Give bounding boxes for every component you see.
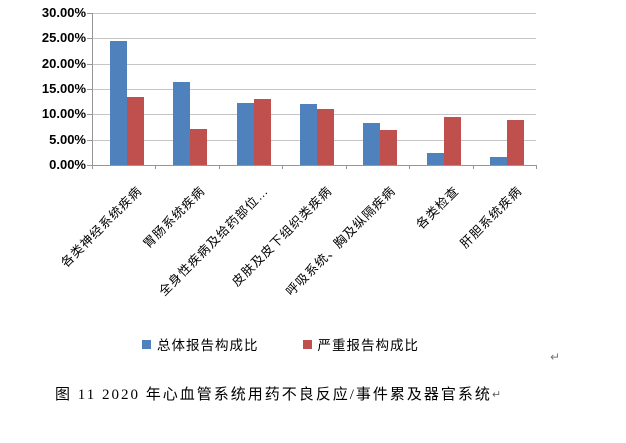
bar-serious — [126, 96, 144, 165]
category-label: 呼吸系统、胸及纵隔疾病 — [283, 183, 399, 299]
bar-serious — [507, 119, 525, 165]
legend-label: 严重报告构成比 — [317, 338, 419, 353]
y-axis-tick-label: 15.00% — [41, 81, 86, 96]
x-axis-tick — [473, 165, 474, 169]
gridline — [92, 89, 536, 90]
x-axis-tick — [409, 165, 410, 169]
y-axis-tick-label: 25.00% — [41, 30, 86, 45]
y-axis-tick — [87, 165, 92, 166]
bar-total — [236, 103, 254, 165]
y-axis-tick-label: 30.00% — [41, 5, 86, 20]
x-axis-tick — [536, 165, 537, 169]
gridline — [92, 38, 536, 39]
figure-caption-text: 图 11 2020 年心血管系统用药不良反应/事件累及器官系统 — [55, 387, 492, 403]
x-axis-tick — [155, 165, 156, 169]
legend-label: 总体报告构成比 — [157, 338, 259, 353]
bar-total — [173, 82, 191, 165]
paragraph-return-icon: ↵ — [491, 388, 502, 401]
x-axis-tick — [92, 165, 93, 169]
bar-serious — [443, 116, 461, 165]
y-axis-tick — [87, 114, 92, 115]
y-axis-tick — [87, 140, 92, 141]
legend-swatch-serious-icon — [302, 339, 312, 349]
category-label: 肝胆系统疾病 — [457, 183, 526, 252]
y-axis-tick — [87, 38, 92, 39]
gridline — [92, 13, 536, 14]
gridline — [92, 64, 536, 65]
y-axis-tick-label: 5.00% — [49, 132, 86, 147]
bar-serious — [190, 129, 208, 165]
y-axis-tick-label: 0.00% — [49, 157, 86, 172]
bar-total — [109, 41, 127, 165]
y-axis-tick-label: 10.00% — [41, 106, 86, 121]
y-axis-tick — [87, 13, 92, 14]
bar-serious — [380, 129, 398, 165]
category-label: 各类神经系统疾病 — [58, 183, 145, 271]
legend-item-serious: 严重报告构成比 — [302, 334, 420, 354]
y-axis-tick-label: 20.00% — [41, 56, 86, 71]
bar-chart: 0.00% 5.00% 10.00% 15.00% 20.00% 25.00% 30.00%… — [41, 5, 537, 353]
legend: 总体报告构成比 严重报告构成比 — [142, 334, 419, 354]
y-axis-tick — [87, 89, 92, 90]
x-axis-tick — [219, 165, 220, 169]
bar-total — [300, 104, 317, 165]
figure-caption: 图 11 2020 年心血管系统用药不良反应/事件累及器官系统↵ — [55, 383, 501, 404]
bar-serious — [317, 108, 334, 165]
bar-total — [490, 156, 508, 165]
x-axis — [92, 165, 536, 166]
y-axis — [92, 13, 93, 165]
x-axis-tick — [346, 165, 347, 169]
legend-swatch-total-icon — [142, 339, 151, 349]
bar-serious — [253, 99, 271, 165]
bar-total — [363, 122, 381, 165]
paragraph-return-icon: ↵ — [550, 350, 561, 364]
legend-item-total: 总体报告构成比 — [142, 334, 259, 354]
bar-total — [426, 152, 444, 165]
category-label: 各类检查 — [413, 183, 462, 232]
x-axis-tick — [282, 165, 283, 169]
y-axis-tick — [87, 64, 92, 65]
category-label: 全身性疾病及给药部位… — [156, 183, 272, 299]
